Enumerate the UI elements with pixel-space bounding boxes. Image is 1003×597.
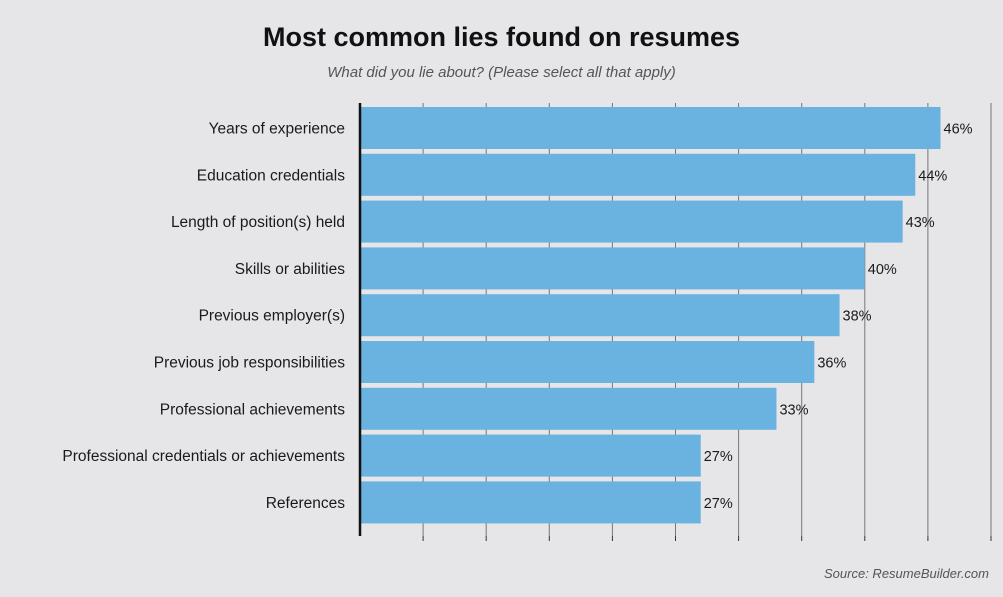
bar	[360, 341, 815, 383]
value-label: 27%	[704, 496, 733, 512]
chart-title: Most common lies found on resumes	[262, 22, 741, 52]
value-label: 33%	[779, 402, 808, 418]
bar	[360, 434, 701, 477]
value-label: 36%	[817, 356, 846, 372]
bar	[360, 107, 941, 149]
value-labels: 46% 44% 43% 40% 38% 36% 33% 27% 27%	[704, 122, 973, 512]
axes	[358, 103, 992, 541]
value-label: 40%	[868, 262, 897, 278]
category-label: Professional achievements	[160, 401, 345, 418]
value-label: 43%	[906, 215, 935, 231]
category-label: Professional credentials or achievements	[62, 448, 345, 465]
bar	[360, 153, 916, 196]
value-label: 38%	[843, 309, 872, 325]
bar	[360, 294, 840, 337]
value-label: 44%	[918, 168, 947, 184]
value-label: 46%	[944, 122, 973, 138]
category-label: Years of experience	[209, 121, 345, 138]
chart-subtitle: What did you lie about? (Please select a…	[327, 64, 676, 81]
category-label: References	[266, 495, 346, 512]
bar	[360, 200, 903, 243]
bars	[360, 107, 941, 524]
bar	[360, 247, 865, 290]
source-note: Source: ResumeBuilder.com	[824, 566, 989, 581]
category-label: Length of position(s) held	[171, 214, 345, 231]
category-label: Previous employer(s)	[199, 308, 345, 325]
category-label: Skills or abilities	[235, 261, 346, 278]
category-labels: Years of experience Education credentials…	[62, 121, 345, 512]
category-label: Previous job responsibilities	[154, 355, 346, 372]
value-label: 27%	[704, 449, 733, 465]
bar	[360, 481, 701, 524]
bar	[360, 387, 777, 430]
category-label: Education credentials	[197, 167, 345, 184]
